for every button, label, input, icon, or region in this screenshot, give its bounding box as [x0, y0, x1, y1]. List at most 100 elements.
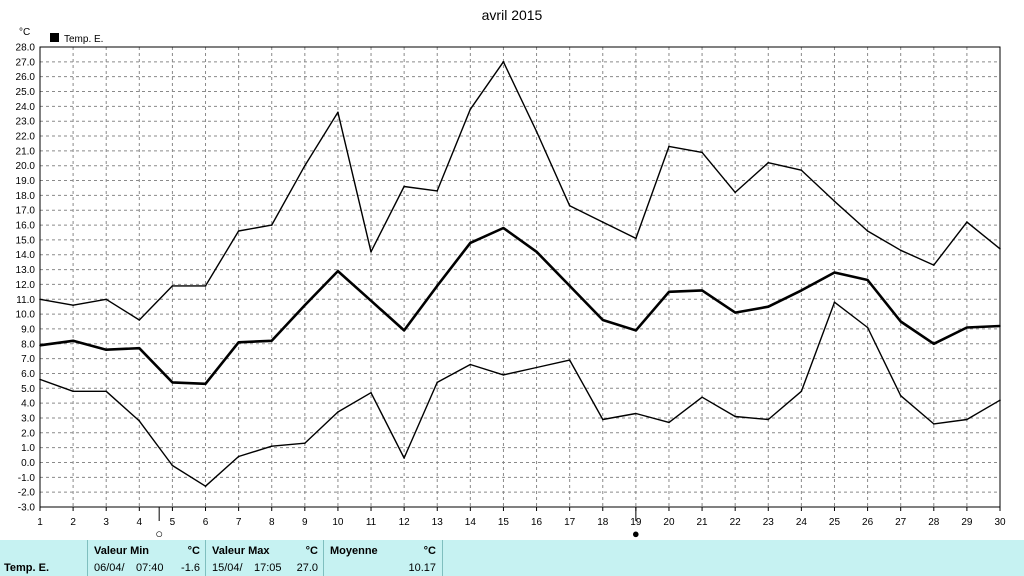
- y-tick-label: 3.0: [21, 413, 35, 424]
- data-point-mean: [502, 227, 505, 229]
- x-tick-label: 18: [597, 517, 609, 528]
- data-point-min: [767, 418, 770, 421]
- x-tick-label: 9: [302, 517, 308, 528]
- max-header: Valeur Max: [212, 545, 270, 557]
- data-point-max: [337, 111, 339, 114]
- data-point-max: [568, 204, 571, 207]
- series-line-mean: [39, 226, 1001, 386]
- data-point-max: [39, 298, 41, 301]
- data-point-min: [502, 374, 505, 376]
- data-point-mean: [932, 342, 935, 345]
- x-tick-label: 27: [895, 517, 907, 528]
- data-point-max: [800, 169, 803, 171]
- data-point-mean: [966, 326, 968, 329]
- x-tick-label: 22: [730, 517, 742, 528]
- x-tick-label: 16: [531, 517, 543, 528]
- moon-new-icon: ○: [155, 526, 163, 540]
- data-point-mean: [899, 320, 902, 323]
- max-cell: Valeur Max °C 15/04/ 17:05 27.0: [205, 540, 324, 576]
- x-tick-label: 10: [332, 517, 344, 528]
- data-point-mean: [105, 348, 108, 351]
- x-tick-label: 14: [465, 517, 477, 528]
- x-tick-label: 29: [961, 517, 973, 528]
- data-point-min: [601, 418, 604, 421]
- data-point-min: [237, 455, 240, 458]
- x-tick-label: 11: [366, 517, 377, 528]
- y-tick-label: 15.0: [16, 235, 36, 246]
- series-line-min: [39, 301, 1001, 487]
- data-point-max: [833, 200, 836, 203]
- max-unit: °C: [305, 545, 318, 557]
- y-tick-label: 6.0: [21, 369, 35, 380]
- data-point-mean: [237, 341, 240, 344]
- data-point-min: [469, 363, 472, 366]
- y-axis-unit: °C: [19, 27, 30, 38]
- x-tick-label: 17: [564, 517, 576, 528]
- x-tick-label: 23: [763, 517, 775, 528]
- data-point-min: [734, 415, 736, 418]
- min-date: 06/04/: [94, 562, 125, 574]
- mean-cell: Moyenne °C 10.17: [323, 540, 443, 576]
- y-tick-label: 14.0: [16, 250, 36, 261]
- data-point-mean: [270, 340, 273, 342]
- data-point-max: [734, 191, 736, 194]
- data-point-mean: [701, 289, 703, 292]
- data-point-max: [601, 221, 604, 223]
- data-point-min: [138, 420, 141, 422]
- y-tick-label: 21.0: [16, 146, 36, 157]
- x-tick-label: 3: [103, 517, 109, 528]
- data-point-max: [237, 230, 240, 232]
- moon-full-icon: ●: [632, 526, 640, 540]
- data-point-min: [866, 326, 869, 329]
- x-tick-label: 2: [70, 517, 76, 528]
- x-tick-label: 25: [829, 517, 841, 528]
- data-point-min: [535, 366, 538, 369]
- data-point-mean: [337, 270, 339, 272]
- y-axis-ticks: -3.0 -2.0 -1.0 0.0 1.0 2.0 3.0 4.0 5.0 6.0 7.0 8.0 9…: [16, 43, 36, 514]
- y-tick-label: 8.0: [21, 339, 35, 350]
- data-point-mean: [668, 291, 670, 293]
- x-tick-label: 20: [663, 517, 675, 528]
- data-point-max: [999, 248, 1001, 250]
- x-tick-label: 4: [137, 517, 143, 528]
- data-point-min: [72, 390, 74, 393]
- data-point-min: [999, 399, 1001, 401]
- data-point-mean: [601, 319, 604, 321]
- y-tick-label: 23.0: [16, 117, 36, 128]
- data-point-min: [436, 381, 439, 384]
- y-tick-label: 11.0: [16, 295, 35, 306]
- y-tick-label: 28.0: [16, 43, 36, 54]
- x-tick-label: 28: [928, 517, 940, 528]
- data-point-min: [337, 411, 339, 413]
- data-point-max: [138, 319, 141, 321]
- data-point-max: [899, 249, 902, 252]
- moon-phase-markers: ○ ●: [155, 507, 640, 540]
- max-time: 17:05: [254, 562, 282, 574]
- mean-unit: °C: [423, 545, 436, 557]
- y-tick-label: 13.0: [16, 265, 36, 276]
- y-tick-label: 26.0: [16, 72, 36, 83]
- gridlines: [40, 47, 1000, 507]
- min-cell: Valeur Min °C 06/04/ 07:40 -1.6: [87, 540, 206, 576]
- x-axis-ticks: 1 2 3 4 5 6 7 8 9 10 11 12 13 14 15 16 17 18 19 20 21 22 23 24 2…: [37, 507, 1006, 528]
- data-point-min: [370, 391, 372, 394]
- data-point-mean: [767, 305, 770, 308]
- data-point-max: [668, 145, 670, 148]
- data-point-max: [403, 185, 405, 188]
- max-value: 27.0: [296, 562, 318, 574]
- data-point-min: [171, 464, 174, 467]
- x-tick-label: 6: [203, 517, 209, 528]
- x-tick-label: 15: [498, 517, 510, 528]
- min-value: -1.6: [181, 562, 200, 574]
- y-tick-label: 5.0: [21, 384, 35, 395]
- y-tick-label: 20.0: [16, 161, 36, 172]
- x-tick-label: 26: [862, 517, 874, 528]
- data-point-mean: [403, 329, 405, 332]
- y-tick-label: 18.0: [16, 191, 36, 202]
- data-point-max: [204, 285, 207, 287]
- y-tick-label: 10.0: [16, 310, 36, 321]
- legend-swatch: [50, 33, 59, 42]
- x-tick-label: 19: [630, 517, 642, 528]
- x-tick-label: 12: [399, 517, 411, 528]
- y-tick-label: 0.0: [21, 458, 35, 469]
